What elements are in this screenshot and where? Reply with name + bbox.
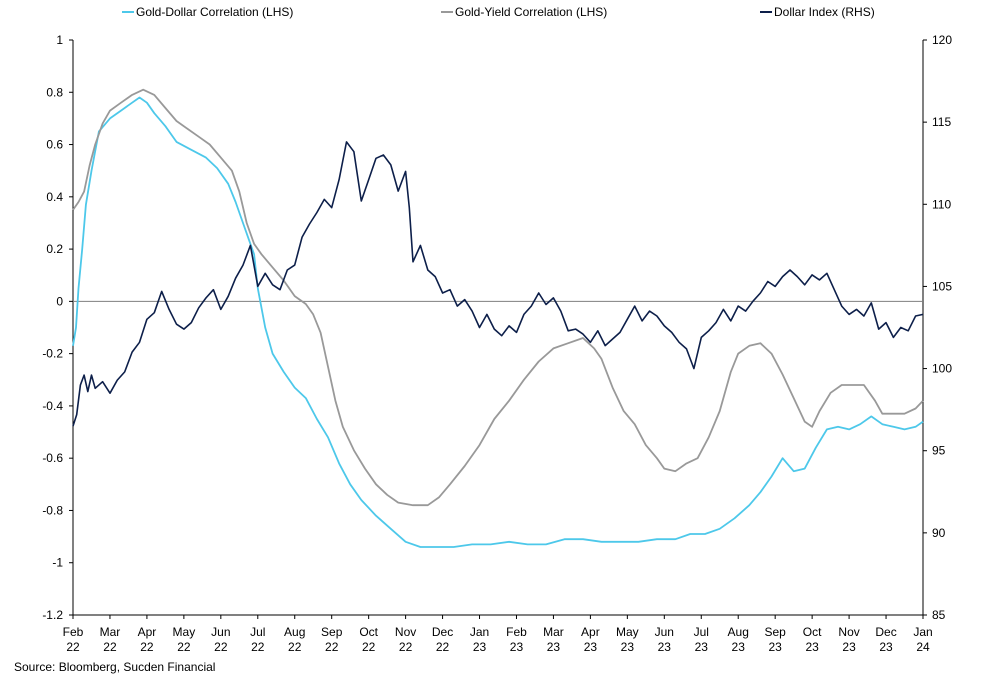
left-tick-label: 0.2 — [46, 242, 63, 256]
right-tick-label: 105 — [932, 279, 952, 293]
left-tick-label: -0.4 — [42, 399, 63, 413]
x-tick-month: Sep — [764, 625, 786, 639]
x-tick-month: Feb — [63, 625, 84, 639]
source-note: Source: Bloomberg, Sucden Financial — [14, 660, 216, 674]
left-tick-label: 1 — [56, 33, 63, 47]
axes: 1 0.8 0.6 0.4 0.2 0 -0.2 -0.4 -0.6 -0.8 -1 -1.2 120 1… — [42, 33, 952, 654]
legend: Gold-Dollar Correlation (LHS) Gold-Yield … — [122, 5, 875, 19]
x-tick-month: Aug — [284, 625, 305, 639]
x-tick-month: Feb — [506, 625, 527, 639]
x-tick-year: 22 — [325, 640, 339, 654]
left-tick-label: -0.8 — [42, 503, 63, 517]
x-tick-month: May — [173, 625, 196, 639]
x-tick-month: Jul — [250, 625, 265, 639]
x-tick-year: 22 — [103, 640, 117, 654]
x-tick-year: 23 — [879, 640, 893, 654]
x-tick-year: 23 — [805, 640, 819, 654]
x-tick-year: 23 — [473, 640, 487, 654]
x-tick-year: 24 — [916, 640, 930, 654]
left-tick-label: -0.6 — [42, 451, 63, 465]
series-line-0 — [72, 96, 924, 548]
right-tick-label: 90 — [932, 526, 946, 540]
x-tick-year: 23 — [768, 640, 782, 654]
x-tick-year: 22 — [66, 640, 80, 654]
right-tick-label: 120 — [932, 33, 952, 47]
right-tick-label: 85 — [932, 608, 946, 622]
x-tick-year: 23 — [658, 640, 672, 654]
x-tick-month: Nov — [838, 625, 859, 639]
x-tick-year: 22 — [436, 640, 450, 654]
x-tick-month: Jan — [913, 625, 932, 639]
x-tick-year: 22 — [288, 640, 302, 654]
x-tick-month: Nov — [395, 625, 416, 639]
x-tick-month: Apr — [581, 625, 600, 639]
x-tick-year: 23 — [510, 640, 524, 654]
legend-label-1: Gold-Yield Correlation (LHS) — [455, 5, 607, 19]
x-tick-year: 22 — [177, 640, 191, 654]
x-tick-month: Oct — [359, 625, 378, 639]
x-tick-month: Aug — [728, 625, 749, 639]
x-tick-month: Mar — [543, 625, 564, 639]
x-tick-month: May — [616, 625, 639, 639]
right-tick-label: 115 — [932, 115, 951, 129]
x-tick-month: Sep — [321, 625, 343, 639]
x-tick-year: 23 — [842, 640, 856, 654]
x-tick-year: 23 — [621, 640, 635, 654]
x-tick-month: Oct — [803, 625, 822, 639]
legend-label-2: Dollar Index (RHS) — [774, 5, 875, 19]
left-tick-label: 0.4 — [46, 190, 63, 204]
left-tick-label: -1.2 — [42, 608, 63, 622]
x-tick-year: 22 — [140, 640, 154, 654]
series-line-1 — [72, 88, 924, 507]
x-tick-year: 23 — [732, 640, 746, 654]
x-tick-month: Dec — [875, 625, 896, 639]
left-tick-label: -0.2 — [42, 347, 63, 361]
left-tick-label: 0 — [56, 294, 63, 308]
x-tick-year: 23 — [695, 640, 709, 654]
right-tick-label: 95 — [932, 444, 946, 458]
x-tick-month: Apr — [138, 625, 157, 639]
x-tick-year: 22 — [362, 640, 376, 654]
left-tick-label: 0.8 — [46, 85, 63, 99]
x-tick-month: Jun — [655, 625, 674, 639]
x-tick-year: 23 — [547, 640, 561, 654]
x-tick-month: Jan — [470, 625, 489, 639]
left-tick-label: -1 — [52, 556, 63, 570]
legend-label-0: Gold-Dollar Correlation (LHS) — [136, 5, 293, 19]
right-tick-label: 110 — [932, 197, 951, 211]
series-line-2 — [72, 141, 924, 427]
series-lines — [72, 88, 924, 548]
x-tick-month: Jun — [211, 625, 230, 639]
x-tick-month: Jul — [694, 625, 709, 639]
right-tick-label: 100 — [932, 362, 952, 376]
left-tick-label: 0.6 — [46, 138, 63, 152]
x-tick-month: Dec — [432, 625, 453, 639]
x-tick-year: 22 — [214, 640, 228, 654]
x-tick-year: 22 — [399, 640, 413, 654]
x-tick-month: Mar — [100, 625, 121, 639]
x-tick-year: 22 — [251, 640, 265, 654]
x-tick-year: 23 — [584, 640, 598, 654]
